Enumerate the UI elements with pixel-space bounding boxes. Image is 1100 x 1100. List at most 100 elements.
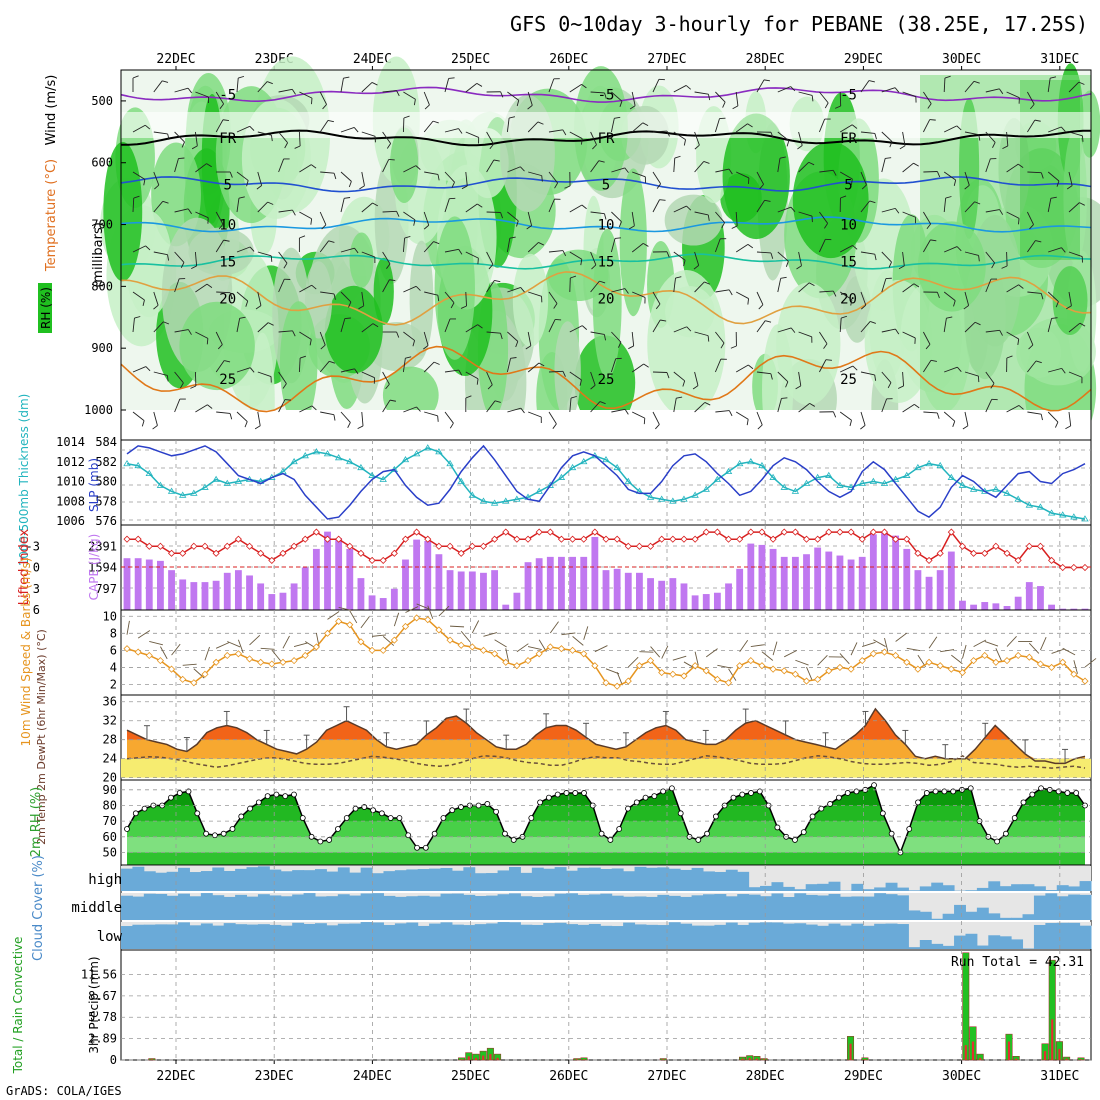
rh-line-point: [792, 837, 798, 843]
wind-speed-line-point: [290, 657, 298, 665]
wind-barb: [340, 127, 355, 133]
lifted-index-line-point: [424, 535, 432, 543]
wind-barb: [187, 208, 192, 215]
wind-barb: [777, 278, 782, 293]
wind-speed-line-point: [903, 658, 911, 666]
wind-barb: [143, 179, 146, 186]
wind-barb: [432, 120, 439, 124]
wind-barb: [319, 120, 329, 133]
wind-barb-10m: [728, 668, 737, 681]
li-tick-label: 3: [33, 582, 40, 596]
rh-shading: [389, 127, 419, 204]
wind-barb: [735, 291, 749, 299]
thickness-line-point: [825, 471, 833, 478]
lifted-index-line-point: [390, 549, 398, 557]
date-label-bottom: 25DEC: [451, 1069, 490, 1084]
lifted-index-line-point: [413, 528, 421, 536]
wind-barb: [516, 220, 519, 227]
wind-speed-line-point: [257, 658, 265, 666]
thickness-line-point: [813, 473, 822, 480]
wind-barb: [964, 184, 970, 190]
wind-barb: [299, 355, 306, 359]
wind-speed-line-point: [1036, 660, 1045, 668]
lifted-index-line-point: [557, 535, 566, 543]
cloud-bar: [874, 893, 887, 920]
cape-bar: [312, 548, 320, 610]
wind-barb: [1027, 240, 1036, 253]
wind-barb: [541, 175, 543, 182]
wind-barb: [874, 374, 877, 381]
cape-bar: [212, 580, 220, 610]
wind-barb: [174, 371, 184, 384]
lifted-index-line-point: [658, 535, 666, 543]
wind-barb: [1027, 291, 1042, 294]
wind-barb: [720, 342, 725, 349]
wind-barb: [527, 362, 540, 373]
thickness-line-point: [780, 483, 788, 490]
cloud-bar: [999, 886, 1012, 891]
wind-barb: [527, 121, 539, 133]
wind-barb: [985, 251, 995, 264]
cape-bar: [936, 570, 944, 610]
wind-barb: [785, 381, 789, 388]
wind-barb: [673, 158, 676, 173]
thickness-line-point: [858, 479, 866, 486]
cloud-bar: [200, 923, 213, 949]
contour-label: 25: [598, 372, 615, 388]
cloud-bar: [463, 925, 476, 949]
wind-speed-line-point: [346, 621, 354, 629]
wind-barb: [174, 131, 185, 143]
wind-speed-line-point: [245, 655, 254, 663]
wind-barb: [526, 225, 532, 230]
wind-barb: [507, 287, 521, 293]
cloud-bar: [440, 867, 453, 891]
thickness-axis-label: 1000-500mb Thickness (dm): [17, 394, 31, 567]
rh-shading: [121, 112, 1091, 138]
precip-convective-bar: [482, 1055, 485, 1060]
wind-barb: [714, 238, 721, 253]
temp-band-low: [121, 758, 1091, 778]
wind-barb: [914, 404, 920, 409]
wind-barb: [785, 261, 789, 267]
wind-barb: [465, 203, 478, 213]
cloud-bar: [588, 867, 601, 891]
wind-barb: [132, 245, 146, 253]
rh-tick-label: 80: [103, 798, 117, 812]
wind-barb: [957, 366, 962, 373]
wind-barb: [652, 130, 667, 133]
rh-line-point: [906, 826, 913, 832]
cape-bar: [1014, 596, 1022, 610]
thickness-line-point: [468, 491, 477, 498]
cape-bar: [402, 559, 409, 610]
wind-speed-line-point: [123, 645, 131, 653]
lifted-index-line-point: [936, 549, 944, 557]
wind-barb: [357, 425, 364, 430]
wind-barb: [500, 212, 503, 219]
wind-barb-10m: [761, 651, 774, 661]
cloud-bar: [976, 945, 989, 949]
thickness-line-point: [769, 473, 777, 480]
cloud-bar: [862, 925, 875, 949]
temperature-contour: [120, 86, 1092, 103]
slp-axis-label: SLP (mb): [87, 458, 101, 512]
wind-barb: [722, 101, 726, 108]
wind-barb: [851, 124, 858, 129]
rh-line-point: [247, 805, 253, 812]
cloud-bar: [360, 893, 373, 920]
wind-barb: [849, 420, 852, 427]
wind-barb: [249, 125, 255, 131]
wind-barb: [319, 211, 327, 225]
wind-barb-10m: [237, 639, 244, 654]
slp-tick-label: 1006: [56, 514, 85, 528]
cloud-bar: [417, 895, 430, 920]
wind-barb: [195, 163, 207, 173]
wind-barb: [953, 179, 957, 186]
cloud-bar: [566, 893, 578, 920]
below-ground: [121, 410, 1091, 440]
wind-barb: [162, 80, 169, 83]
wind-barb: [487, 384, 493, 390]
lifted-index-line-point: [591, 528, 599, 536]
cloud-bar: [531, 924, 544, 949]
wind-barb: [1001, 265, 1008, 269]
